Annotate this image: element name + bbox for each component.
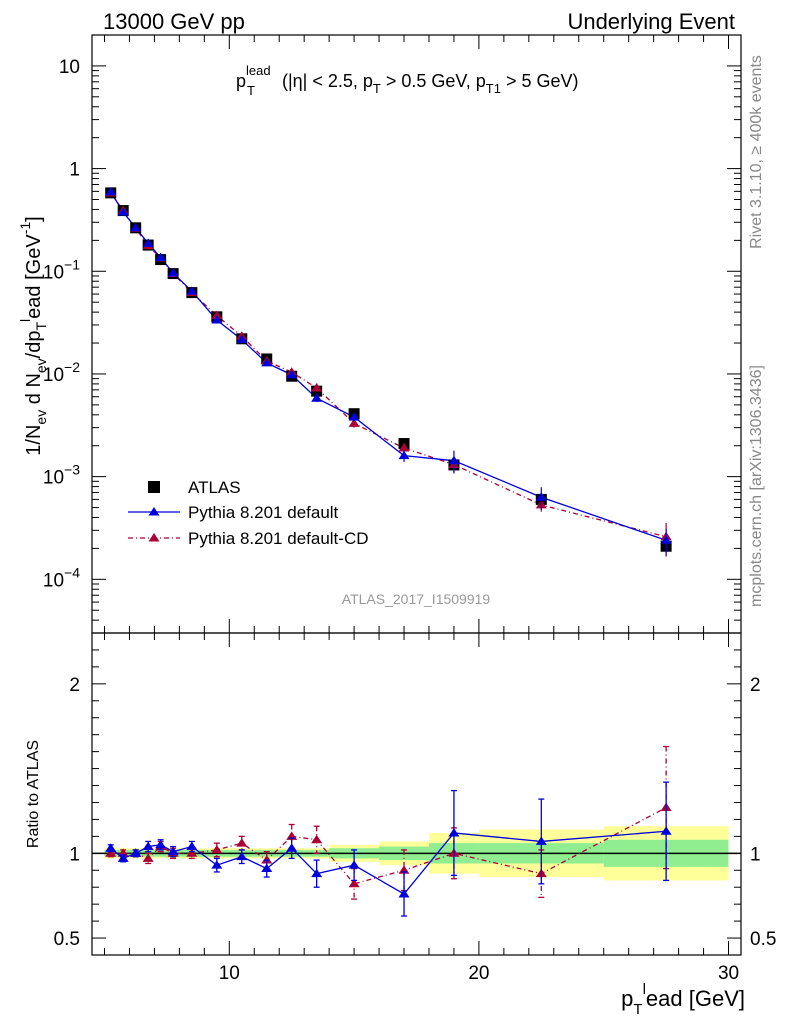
pythia-default-point — [660, 535, 672, 544]
pythia-default-point — [448, 455, 460, 465]
pythia-default-point — [261, 357, 273, 367]
pythia-default-point — [348, 412, 360, 421]
pythia-default-ratio-point — [155, 839, 167, 849]
pythia-cd-point — [398, 443, 410, 452]
ratio-y-tick-label-right: 0.5 — [750, 929, 776, 950]
ratio-y-tick-label: 0.5 — [54, 929, 80, 950]
pythia-cd-ratio-point — [142, 853, 154, 862]
y-tick-label: 10−4 — [43, 564, 80, 591]
pythia-default-ratio-point — [105, 843, 117, 852]
chart-title: plead T (|η| < 2.5, pT > 0.5 GeV, pT1 > 5… — [236, 63, 579, 98]
pythia-default-ratio-point — [142, 841, 154, 851]
pythia-default-point — [398, 450, 410, 460]
pythia-default-ratio-point — [448, 828, 460, 837]
pythia-cd-ratio-point — [311, 834, 323, 844]
pythia-default-ratio-point — [286, 843, 298, 852]
y-tick-label: 10−1 — [43, 256, 80, 283]
ratio-y-tick-label: 2 — [69, 675, 80, 696]
pythia-default-ratio-point — [261, 863, 273, 873]
ratio-y-axis-label: Ratio to ATLAS — [25, 740, 42, 848]
pythia-default-ratio-point — [130, 848, 142, 857]
legend-label: Pythia 8.201 default-CD — [188, 529, 369, 548]
x-tick-label: 20 — [468, 963, 489, 984]
axes: 10 20 30 10 1 10−1 10−2 10−3 10−4 0.5 0.5 1 1 2 2 — [43, 34, 776, 984]
legend-pythia-cd-marker — [148, 533, 160, 542]
ratio-y-tick-label-right: 1 — [750, 844, 761, 865]
pythia-default-ratio-point — [398, 889, 410, 898]
y-tick-label: 10−2 — [43, 359, 80, 386]
legend: ATLAS Pythia 8.201 default Pythia 8.201 de… — [128, 478, 369, 548]
x-tick-label: 10 — [219, 963, 240, 984]
pythia-cd-ratio-point — [348, 878, 360, 888]
pythia-cd-ratio-point — [186, 848, 198, 857]
legend-pythia-default-marker — [148, 507, 160, 516]
pythia-default-point — [236, 334, 248, 344]
pythia-default-ratio-point — [117, 853, 129, 862]
pythia-default-point — [311, 393, 323, 402]
ratio-y-tick-label-right: 2 — [750, 675, 761, 696]
mcplots-label: mcplots.cern.ch [arXiv:1306.3436] — [748, 365, 765, 607]
legend-label: ATLAS — [188, 478, 241, 497]
pythia-default-ratio-point — [236, 851, 248, 861]
pythia-cd-ratio-point — [211, 844, 223, 854]
analysis-watermark: ATLAS_2017_I1509919 — [342, 591, 491, 607]
legend-atlas-marker — [148, 481, 160, 493]
pythia-cd-ratio-point — [105, 848, 117, 857]
x-axis-label: pTlead [GeV] — [621, 981, 745, 1018]
y-tick-label: 10−3 — [43, 462, 80, 489]
pythia-default-ratio-point — [660, 826, 672, 835]
pythia-default-point — [142, 238, 154, 247]
pythia-default-point — [117, 207, 129, 216]
header-left: 13000 GeV pp — [103, 9, 245, 34]
pythia-cd-point — [311, 383, 323, 392]
pythia-default-point — [167, 268, 179, 277]
y-axis-label: 1/Nev d Nev/dpTlead [GeV-1] — [17, 216, 49, 455]
ratio-panel — [92, 745, 741, 917]
y-tick-label: 1 — [69, 160, 80, 181]
main-panel — [105, 186, 672, 557]
pythia-default-ratio-point — [167, 846, 179, 856]
pythia-default-point — [155, 252, 167, 262]
ratio-y-tick-label: 1 — [69, 844, 80, 865]
pythia-default-point — [286, 369, 298, 379]
header-right: Underlying Event — [567, 9, 735, 34]
legend-label: Pythia 8.201 default — [188, 503, 339, 522]
pythia-default-ratio-point — [348, 860, 360, 869]
pythia-default-ratio-point — [311, 868, 323, 878]
pythia-default-point — [535, 492, 547, 501]
x-tick-label: 30 — [718, 963, 739, 984]
pythia-cd-point — [211, 310, 223, 320]
pythia-default-point — [211, 315, 223, 324]
pythia-cd-ratio-line — [110, 806, 667, 885]
pythia-cd-ratio-point — [261, 855, 273, 864]
ratio-frame — [91, 632, 742, 956]
rivet-label: Rivet 3.1.10, ≥ 400k events — [748, 55, 765, 249]
pythia-default-ratio-point — [211, 860, 223, 869]
pythia-cd-point — [348, 418, 360, 427]
pythia-default-ratio-point — [186, 841, 198, 851]
pythia-default-point — [105, 186, 117, 196]
pythia-default-ratio-point — [535, 836, 547, 845]
pythia-default-point — [186, 286, 198, 295]
pythia-cd-ratio-point — [236, 838, 248, 847]
pythia-default-point — [130, 222, 142, 232]
y-tick-label: 10 — [59, 57, 80, 78]
